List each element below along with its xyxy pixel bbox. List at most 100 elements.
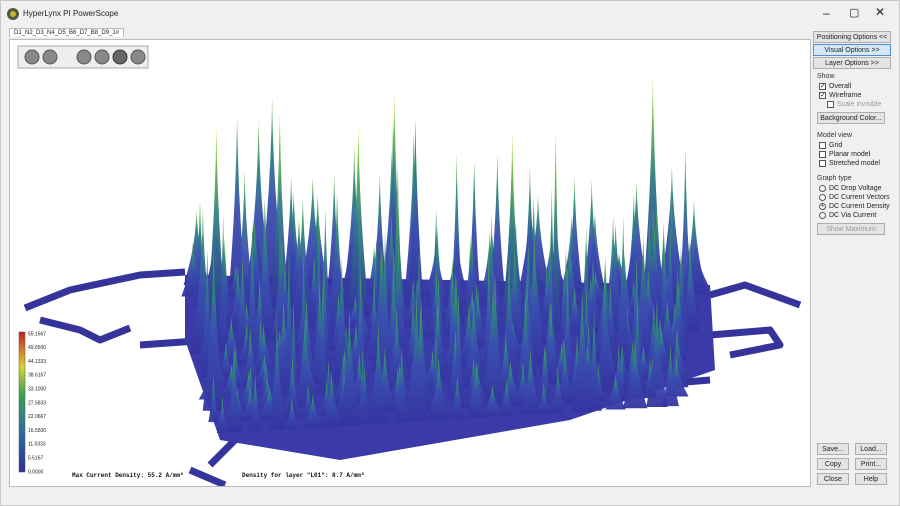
spike — [681, 243, 700, 332]
option-label: Wireframe — [829, 92, 862, 99]
legend-label: 22.0667 — [28, 414, 46, 420]
plot-area: 55.1667 49.6500 44.1333 38.6167 33.1000 27.58… — [9, 39, 811, 487]
spike — [357, 347, 368, 425]
spike — [368, 320, 389, 424]
spike — [393, 345, 411, 423]
action-button[interactable]: Copy — [817, 458, 849, 470]
spike — [321, 370, 342, 427]
spike — [499, 377, 515, 416]
spike — [605, 372, 626, 410]
option-button[interactable]: Positioning Options << — [813, 31, 891, 43]
radio-option[interactable]: DC Via Current — [819, 212, 876, 219]
group-title: Model view — [817, 132, 853, 139]
status-text: Density for layer "L01": 8.7 A/mm² — [242, 472, 364, 479]
checkbox[interactable] — [827, 101, 834, 108]
checkbox[interactable] — [819, 142, 826, 149]
checkbox-option[interactable]: ✓ Overall — [819, 83, 851, 90]
checkbox[interactable] — [819, 151, 826, 158]
color-legend: 55.1667 49.6500 44.1333 38.6167 33.1000 27.58… — [28, 331, 46, 475]
color-bar — [18, 331, 26, 473]
spike — [500, 132, 524, 336]
spike — [216, 396, 228, 434]
checkbox[interactable]: ✓ — [819, 83, 826, 90]
spike — [536, 383, 552, 414]
legend-label: 16.5500 — [28, 428, 46, 434]
spike — [294, 316, 316, 407]
checkbox[interactable] — [819, 160, 826, 167]
spike — [226, 343, 243, 433]
density-surface — [181, 73, 709, 434]
action-button[interactable]: Close — [817, 473, 849, 485]
option-label: Overall — [829, 83, 852, 90]
radio[interactable] — [819, 185, 826, 192]
action-button[interactable]: Load... — [855, 443, 887, 455]
spike — [369, 253, 381, 318]
tool-button[interactable] — [42, 49, 58, 65]
spike — [296, 296, 317, 385]
checkbox-option[interactable]: Grid — [819, 142, 842, 149]
radio[interactable] — [819, 194, 826, 201]
spike — [570, 289, 594, 412]
spike — [208, 375, 219, 423]
radio-option[interactable]: DC Drop Voltage — [819, 185, 882, 192]
radio-option[interactable]: DC Current Vectors — [819, 194, 890, 201]
spike — [338, 308, 361, 426]
option-button[interactable]: Layer Options >> — [813, 57, 891, 69]
spike — [241, 327, 260, 387]
spike — [646, 298, 668, 407]
spike — [244, 218, 260, 376]
tool-button[interactable] — [24, 49, 40, 65]
spike — [586, 311, 602, 411]
action-button[interactable]: Help — [855, 473, 887, 485]
tool-button[interactable] — [76, 49, 92, 65]
spike — [550, 366, 565, 413]
spike — [269, 317, 285, 430]
spike — [626, 258, 647, 371]
spike — [427, 357, 450, 421]
minimize-button[interactable]: – — [823, 6, 830, 20]
spike — [461, 297, 486, 388]
option-label: Grid — [829, 142, 843, 149]
checkbox-option[interactable]: Stretched model — [819, 160, 880, 167]
spike — [206, 124, 227, 320]
checkbox-option[interactable]: Scale invisible — [827, 101, 881, 108]
option-label: DC Drop Voltage — [829, 185, 882, 192]
legend-label: 11.0333 — [28, 442, 46, 448]
spike — [317, 278, 329, 395]
panel-button[interactable]: Background Color... — [817, 112, 885, 124]
legend-label: 44.1333 — [28, 359, 46, 365]
checkbox[interactable]: ✓ — [819, 92, 826, 99]
tool-button[interactable] — [130, 49, 146, 65]
tool-button[interactable] — [94, 49, 110, 65]
spike — [545, 227, 557, 364]
radio[interactable] — [819, 212, 826, 219]
action-button[interactable]: Save... — [817, 443, 849, 455]
action-button[interactable]: Print... — [855, 458, 887, 470]
tool-button[interactable] — [112, 49, 128, 65]
legend-label: 55.1667 — [28, 331, 46, 337]
spike — [497, 361, 524, 406]
spike — [484, 272, 507, 407]
maximize-button[interactable]: ▢ — [849, 7, 860, 19]
panel-button[interactable]: Show Maximum — [817, 223, 885, 235]
window-title: HyperLynx PI PowerScope — [23, 9, 119, 18]
spike — [480, 384, 504, 417]
checkbox-option[interactable]: Planar model — [819, 151, 870, 158]
radio[interactable]: • — [819, 203, 826, 210]
radio-option[interactable]: • DC Current Density — [819, 203, 890, 210]
option-label: DC Current Density — [829, 203, 890, 210]
checkbox-option[interactable]: ✓ Wireframe — [819, 92, 861, 99]
group-title: Graph type — [817, 175, 852, 182]
legend-label: 27.5833 — [28, 400, 46, 406]
spike — [353, 269, 368, 393]
option-button[interactable]: Visual Options >> — [813, 44, 891, 56]
spike — [466, 360, 486, 418]
tab[interactable]: D1_N2_D3_N4_D5_B6_D7_B8_D9_1# — [9, 28, 125, 37]
close-button[interactable]: ✕ — [875, 5, 886, 19]
spike — [614, 215, 632, 371]
spike — [217, 213, 229, 354]
spike — [283, 356, 301, 418]
spike — [489, 153, 506, 296]
side-panel: Positioning Options << Visual Options >> L… — [813, 31, 893, 501]
